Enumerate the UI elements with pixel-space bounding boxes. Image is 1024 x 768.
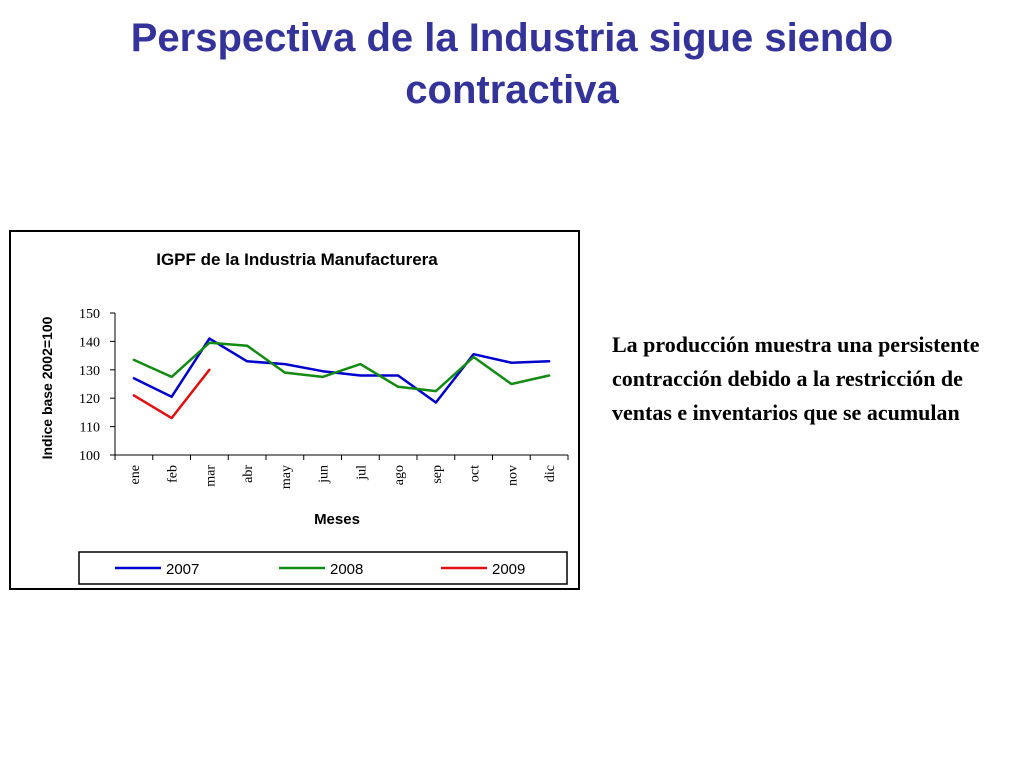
legend-label-2007: 2007 [166, 561, 199, 578]
x-tick-label: may [279, 465, 294, 489]
x-tick-label: dic [543, 465, 558, 482]
y-tick-label: 130 [79, 364, 100, 379]
x-tick-label: mar [203, 465, 218, 487]
body-text: La producción muestra una persistente co… [612, 332, 980, 425]
x-tick-label: abr [241, 465, 256, 483]
x-tick-label: ago [392, 465, 407, 485]
chart-frame: IGPF de la Industria Manufacturera Indic… [9, 230, 580, 590]
chart-series-lines [132, 337, 551, 420]
series-line-2009 [132, 368, 211, 420]
y-tick-label: 150 [79, 307, 100, 322]
series-line-2008 [132, 341, 551, 393]
legend-label-2009: 2009 [492, 561, 525, 578]
y-tick-label: 110 [80, 421, 100, 436]
y-tick-label: 140 [79, 335, 100, 350]
chart-title: IGPF de la Industria Manufacturera [156, 250, 438, 269]
y-axis-label: Indice base 2002=100 [39, 316, 55, 459]
slide-title: Perspectiva de la Industria sigue siendo… [130, 16, 894, 112]
x-tick-label: ene [128, 465, 143, 484]
x-tick-label: oct [468, 465, 483, 482]
y-tick-label: 120 [79, 392, 100, 407]
chart-legend: 2007 2008 2009 [78, 551, 568, 585]
x-tick-label: jun [317, 465, 332, 484]
x-tick-label: jul [354, 465, 369, 481]
x-tick-label: sep [430, 465, 445, 484]
x-tick-label: nov [505, 465, 520, 486]
legend-label-2008: 2008 [330, 561, 363, 578]
y-tick-label: 100 [79, 449, 100, 464]
chart-axes: 100 110 120 130 140 150 ene feb mar abr may jun jul a… [79, 307, 569, 489]
line-chart: IGPF de la Industria Manufacturera Indic… [39, 250, 569, 585]
x-axis-label: Meses [314, 511, 360, 528]
x-tick-label: feb [166, 465, 181, 483]
